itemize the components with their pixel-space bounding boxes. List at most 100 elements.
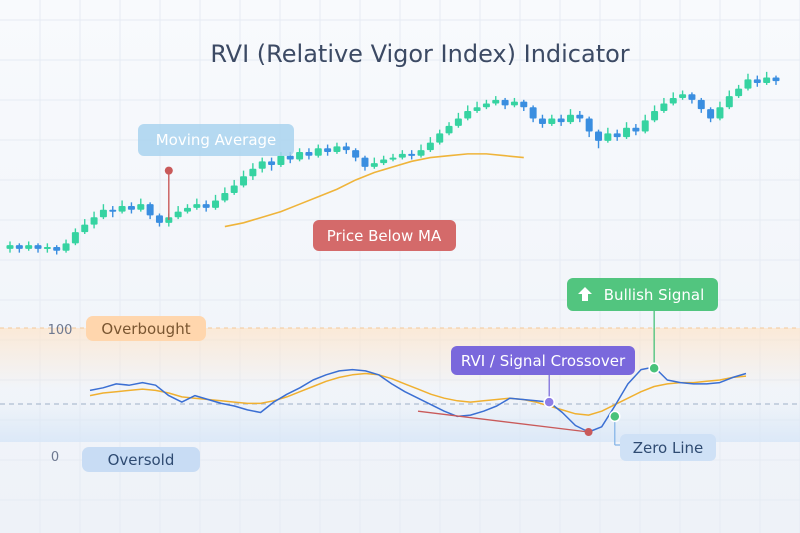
candle-body	[520, 101, 528, 108]
bullish-signal-marker	[648, 362, 660, 375]
ytick-100: 100	[48, 323, 73, 338]
candle-body	[305, 152, 313, 156]
candle-body	[529, 107, 537, 119]
candle-body	[660, 103, 668, 111]
rvi-layer	[89, 366, 747, 433]
candle-body	[651, 111, 659, 121]
candle-body	[249, 168, 257, 177]
candle-body	[174, 211, 182, 218]
candle-body	[221, 193, 229, 201]
candle-body	[566, 114, 574, 123]
crossover-marker	[543, 396, 555, 408]
candle-body	[193, 204, 201, 208]
bullish-signal-label: Bullish Signal	[567, 278, 718, 311]
candle-body	[426, 142, 434, 151]
candle-body	[576, 114, 584, 119]
candle-body	[725, 96, 733, 108]
candle-body	[183, 207, 191, 212]
candle-body	[165, 217, 173, 223]
candle-body	[137, 204, 145, 210]
candle-body	[604, 133, 612, 141]
candle-body	[408, 153, 416, 156]
candle-body	[155, 215, 163, 223]
zero-line-marker	[609, 410, 621, 423]
candle-body	[716, 107, 724, 119]
overbought-label: Overbought	[86, 316, 206, 341]
candle-body	[585, 118, 593, 132]
svg-text:Moving Average: Moving Average	[156, 131, 277, 149]
candle-body	[277, 155, 285, 166]
candle-body	[557, 118, 565, 123]
dip-marker	[584, 428, 593, 436]
candle-body	[286, 155, 294, 160]
candle-body	[669, 97, 677, 104]
candle-body	[389, 157, 397, 160]
candle-body	[127, 206, 135, 210]
candle-body	[492, 99, 500, 104]
zero-line-label: Zero Line	[620, 434, 716, 461]
candle-body	[473, 107, 481, 111]
candle-body	[90, 217, 98, 225]
candle-body	[744, 79, 752, 89]
svg-text:Overbought: Overbought	[101, 320, 190, 338]
candle-body	[6, 245, 14, 249]
svg-text:Oversold: Oversold	[108, 451, 175, 469]
candle-body	[707, 109, 715, 119]
candle-body	[99, 209, 107, 218]
candle-body	[202, 204, 210, 208]
candle-body	[538, 118, 546, 125]
candle-body	[212, 200, 220, 208]
candle-body	[510, 101, 518, 106]
moving-average-line	[224, 153, 524, 228]
crossover-label: RVI / Signal Crossover	[451, 346, 635, 375]
candle-body	[146, 204, 154, 216]
candle-body	[595, 131, 603, 141]
candle-body	[445, 125, 453, 134]
oversold-label: Oversold	[82, 447, 200, 472]
candle-body	[352, 150, 360, 158]
candle-body	[623, 127, 631, 138]
rvi-line	[89, 366, 747, 433]
candle-body	[15, 245, 23, 249]
candle-body	[436, 133, 444, 143]
dip-connector	[417, 410, 589, 433]
candle-body	[548, 118, 556, 125]
svg-text:Bullish Signal: Bullish Signal	[604, 286, 704, 304]
candle-body	[482, 103, 490, 108]
candlesticks	[6, 71, 780, 255]
candle-body	[688, 94, 696, 100]
candle-body	[53, 247, 61, 251]
candle-body	[772, 77, 780, 82]
candle-body	[380, 159, 388, 164]
candle-body	[71, 232, 79, 244]
candle-body	[109, 209, 117, 212]
price-below-ma-label: Price Below MA	[313, 220, 456, 251]
arrow-up-icon	[578, 287, 592, 301]
chart-title: RVI (Relative Vigor Index) Indicator	[210, 40, 629, 68]
candle-body	[333, 146, 341, 152]
candle-body	[268, 161, 276, 166]
candle-body	[314, 148, 322, 156]
candle-body	[25, 245, 33, 249]
candle-body	[454, 118, 462, 126]
moving-average-label: Moving Average	[138, 124, 294, 156]
candle-body	[296, 152, 304, 160]
candle-body	[753, 79, 761, 84]
candle-body	[613, 133, 621, 138]
candle-body	[258, 161, 266, 169]
candle-body	[361, 157, 369, 167]
candle-body	[324, 148, 332, 152]
candle-body	[118, 206, 126, 212]
candle-body	[81, 224, 89, 233]
candle-body	[230, 185, 238, 193]
annotation-connectors	[164, 166, 660, 446]
candle-body	[501, 99, 509, 106]
candle-body	[632, 127, 640, 132]
candle-body	[763, 77, 771, 84]
svg-text:Price Below MA: Price Below MA	[327, 227, 442, 245]
candle-body	[735, 88, 743, 97]
signal-line	[89, 372, 747, 416]
candle-body	[641, 120, 649, 132]
